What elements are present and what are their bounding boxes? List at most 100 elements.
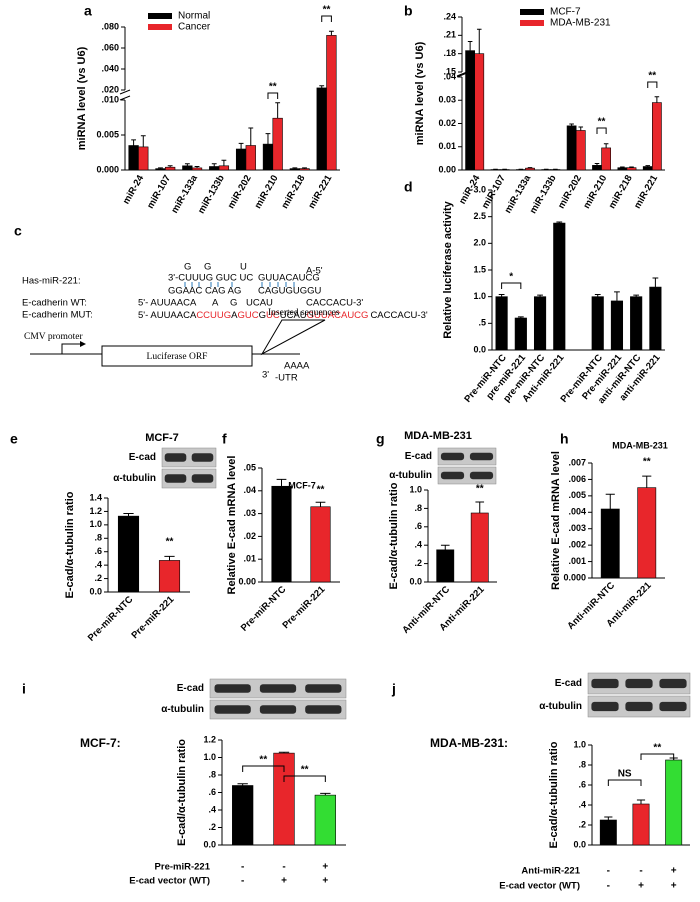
y-tick-label: .8 — [94, 533, 102, 543]
bar — [300, 169, 310, 170]
y-tick-label: 1.4 — [89, 492, 102, 502]
panel-letter: e — [10, 431, 18, 447]
blot-band — [165, 453, 187, 461]
legend-swatch — [148, 13, 172, 19]
y-axis-label: Relative E-cad mRNA level — [226, 456, 238, 595]
bar — [272, 486, 292, 582]
y-tick-label: .18 — [443, 48, 456, 58]
blot-band — [659, 679, 686, 688]
mir-seq: A-5' — [306, 266, 323, 277]
condition-label: E-cad vector (WT) — [129, 876, 210, 887]
blot-band — [591, 702, 618, 711]
bar — [627, 168, 636, 170]
legend-swatch — [148, 24, 172, 30]
error-bar — [185, 164, 190, 166]
error-bar — [329, 31, 334, 35]
condition-mark: - — [607, 881, 610, 892]
y-tick-label: .040 — [101, 63, 119, 73]
bar — [290, 169, 300, 170]
panel-c: c Has-miR-221: G G U 3'-CUUUG GUC UC GUU… — [14, 223, 428, 384]
utr: -UTR — [275, 373, 298, 384]
bar — [273, 118, 283, 170]
bar — [600, 820, 616, 845]
x-tick-label: miR-210 — [581, 173, 609, 211]
blot-label: α-tubulin — [113, 473, 156, 484]
y-tick-label: .15 — [443, 66, 456, 76]
x-tick-label: Pre-miR-NTC — [86, 594, 136, 644]
y-tick-label: 0.0 — [473, 344, 486, 354]
wt-seq: 5'- AUUAACA — [138, 298, 197, 309]
insert-triangle — [262, 320, 325, 354]
x-tick-label: Pre-miR-221 — [280, 584, 327, 631]
promoter-arrow — [62, 344, 82, 354]
bar — [315, 795, 336, 845]
blot-band — [441, 472, 464, 480]
bar — [118, 516, 139, 592]
bar — [650, 287, 662, 350]
x-tick-label: miR-221 — [632, 173, 660, 211]
bulge: G — [184, 262, 191, 273]
side-label: MCF-7: — [80, 736, 121, 750]
bar — [471, 513, 488, 582]
x-tick-label: miR-24 — [121, 173, 147, 207]
bar — [602, 148, 611, 170]
bar — [630, 297, 642, 350]
y-tick-label: 0.0 — [573, 839, 586, 849]
y-tick-label: 0.00 — [238, 576, 256, 586]
error-bar — [614, 292, 620, 301]
panel-h: h0.000.001.002.003.004.005.006.007Relati… — [550, 431, 668, 632]
significance-label: ** — [653, 743, 661, 754]
orf-label: Luciferase ORF — [147, 351, 208, 362]
y-tick-label: 1.0 — [473, 291, 486, 301]
panel-title: MDA-MB-231 — [404, 430, 472, 442]
y-tick-label: .02 — [243, 531, 256, 541]
bar — [567, 126, 576, 170]
y-tick-label: .03 — [243, 508, 256, 518]
bar — [159, 560, 180, 592]
y-tick-label: 0.0 — [89, 586, 102, 596]
y-tick-label: 0.01 — [438, 141, 456, 151]
error-bar — [123, 513, 133, 516]
bar — [156, 169, 166, 170]
x-tick-label: miR-218 — [279, 173, 307, 211]
condition-mark: + — [671, 881, 677, 892]
blot-band — [260, 684, 296, 692]
condition-mark: + — [281, 876, 287, 887]
bar — [219, 166, 229, 170]
y-tick-label: .01 — [243, 554, 256, 564]
y-tick-label: .080 — [101, 21, 119, 31]
error-bar — [164, 556, 174, 560]
y-tick-label: .6 — [94, 546, 102, 556]
bar — [236, 149, 246, 170]
y-tick-label: .4 — [414, 540, 422, 550]
significance-label: ** — [269, 82, 277, 93]
y-tick-label: 2.5 — [473, 211, 486, 221]
bar — [652, 103, 661, 170]
insert-label: Inserted sequences — [268, 308, 340, 318]
bar — [466, 51, 475, 170]
bulge: G — [204, 262, 211, 273]
y-tick-label: 1.0 — [89, 519, 102, 529]
bar — [643, 167, 652, 170]
y-tick-label: .007 — [568, 457, 586, 467]
significance-bracket — [502, 283, 521, 289]
bar — [576, 130, 585, 170]
y-tick-label: .003 — [568, 523, 586, 533]
bar — [246, 146, 256, 171]
y-tick-label: 0.02 — [438, 118, 456, 128]
bar — [611, 301, 623, 350]
panel-letter: c — [14, 223, 22, 239]
panel-letter: f — [222, 431, 227, 447]
y-tick-label: .010 — [101, 94, 119, 104]
wt-seq: CACCACU-3' — [306, 298, 363, 309]
blot-label: E-cad — [405, 451, 432, 462]
significance-label: ** — [259, 755, 267, 766]
y-tick-label: .060 — [101, 42, 119, 52]
y-tick-label: .4 — [578, 799, 586, 809]
blot-band — [305, 705, 341, 713]
y-tick-label: 0.0 — [409, 576, 422, 586]
condition-label: E-cad vector (WT) — [499, 881, 580, 892]
